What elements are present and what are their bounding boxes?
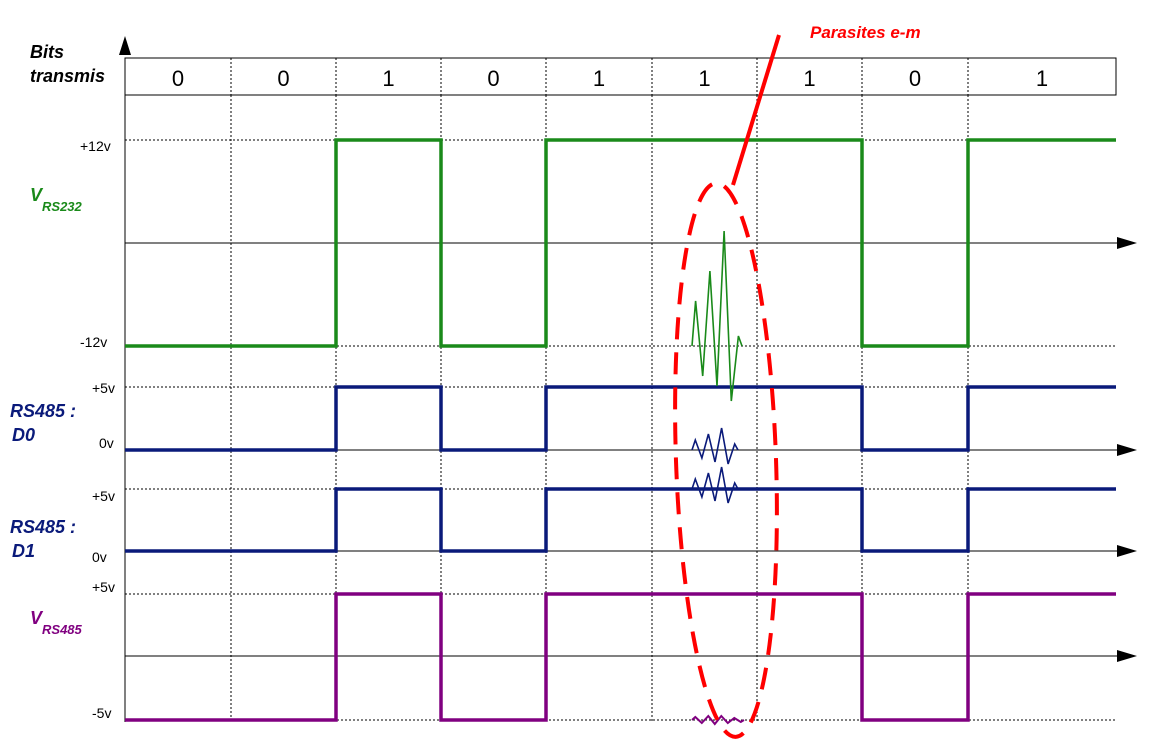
bit-cell-3: 0 [487, 66, 499, 91]
rs232-low-label: -12v [80, 334, 107, 350]
time-axis-arrow [119, 36, 131, 55]
d1-noise-burst [691, 466, 739, 504]
bit-cell-7: 0 [909, 66, 921, 91]
bit-cell-4: 1 [593, 66, 605, 91]
bit-cell-6: 1 [803, 66, 815, 91]
bits-table-frame [124, 57, 1117, 96]
d0-signal-name-line1: RS485 : [10, 401, 76, 421]
rs485-signal-letter: V [30, 608, 44, 628]
grid-verticals [230, 95, 969, 722]
parasites-label: Parasites e-m [810, 23, 921, 42]
bit-cells: 0 0 1 0 1 1 1 0 1 [172, 66, 1048, 91]
d1-signal-name-line1: RS485 : [10, 517, 76, 537]
d1-signal-name-line2: D1 [12, 541, 35, 561]
rs232-waveform [125, 138, 1116, 348]
d0-low-label: 0v [99, 435, 114, 451]
bits-label-line1: Bits [30, 42, 64, 62]
rs232-noise-burst [691, 230, 743, 402]
d0-high-label: +5v [92, 380, 115, 396]
bit-cell-0: 0 [172, 66, 184, 91]
parasites-pointer-line [731, 34, 781, 186]
d1-high-label: +5v [92, 488, 115, 504]
d0-waveform [125, 385, 1116, 452]
d1-low-label: 0v [92, 549, 107, 565]
rs485-noise-burst [691, 714, 745, 726]
rs485-signal-subscript: RS485 [42, 622, 83, 637]
rs232-signal-name: VRS232 [30, 185, 83, 214]
d1-waveform [125, 487, 1116, 553]
d0-signal-name-line2: D0 [12, 425, 35, 445]
rs232-high-label: +12v [80, 138, 111, 154]
rs485-signal-name: VRS485 [30, 608, 83, 637]
bit-cell-8: 1 [1036, 66, 1048, 91]
parasites-highlight-ellipse [673, 181, 779, 739]
rs232-signal-subscript: RS232 [42, 199, 83, 214]
rs232-signal-letter: V [30, 185, 44, 205]
bit-cell-2: 1 [382, 66, 394, 91]
rs485-low-label: -5v [92, 705, 111, 721]
rs485-high-label: +5v [92, 579, 115, 595]
bit-cell-1: 0 [277, 66, 289, 91]
bit-cell-5: 1 [698, 66, 710, 91]
bits-label-line2: transmis [30, 66, 105, 86]
rs485-waveform [125, 592, 1116, 722]
d0-noise-burst [691, 427, 739, 465]
